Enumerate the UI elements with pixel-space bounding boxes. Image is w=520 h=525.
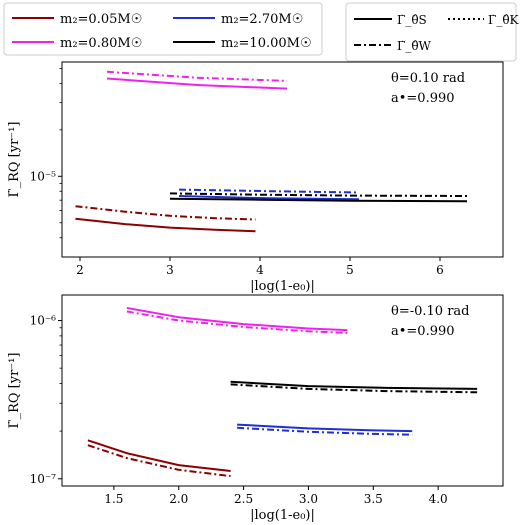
series-line xyxy=(106,77,288,90)
series-line xyxy=(237,426,413,436)
x-tick-label: 3.5 xyxy=(364,492,383,506)
series-line xyxy=(230,383,478,394)
series-line xyxy=(169,197,468,203)
legend-style-label-dashdot: Γ̇_θ̂W xyxy=(397,39,432,53)
y-axis-label: Γ̇_RQ [yr⁻¹] xyxy=(7,122,22,198)
legend-mass-label-2: m₂=0.80M☉ xyxy=(60,36,142,51)
series-line xyxy=(237,423,413,433)
x-tick-label: 3.0 xyxy=(299,492,318,506)
series-line xyxy=(178,188,360,194)
x-tick-label: 4 xyxy=(256,263,264,277)
chart-panel-top: 2 3 4 5 6 10⁻⁵ |log(1-e₀)| Γ̇_RQ [yr⁻¹] θ=0.10 r… xyxy=(7,61,504,294)
y-tick-label: 10⁻⁷ xyxy=(30,472,57,486)
series-line xyxy=(126,310,348,334)
legend-mass-label-1: m₂=2.70M☉ xyxy=(221,12,303,27)
x-tick-label: 2.5 xyxy=(234,492,253,506)
y-tick-label: 10⁻⁵ xyxy=(30,169,57,183)
legend-styles-frame xyxy=(345,2,517,62)
y-axis-label: Γ̇_RQ [yr⁻¹] xyxy=(7,353,22,429)
annotation-text: θ=0.10 rad xyxy=(391,71,465,86)
annotation-text: a•=0.990 xyxy=(391,91,455,106)
x-tick-label: 2.0 xyxy=(169,492,188,506)
x-tick-label: 3 xyxy=(166,263,174,277)
chart-panel-bottom: 1.5 2.0 2.5 3.0 3.5 4.0 10⁻⁷ 10⁻⁶ |log(1-e₀)| Γ̇_… xyxy=(7,294,504,523)
legend-style-label-dotted: Γ̇_θ̂K xyxy=(488,13,520,27)
x-tick-label: 2 xyxy=(76,263,84,277)
x-axis-label: |log(1-e₀)| xyxy=(250,508,315,523)
legend-styles: Γ̇_θ̂S Γ̇_θ̂K Γ̇_θ̂W xyxy=(345,2,520,62)
y-tick-label: 10⁻⁶ xyxy=(30,314,57,328)
x-tick-label: 6 xyxy=(436,263,444,277)
series-line xyxy=(230,380,478,390)
x-tick-label: 4.0 xyxy=(429,492,448,506)
legend-mass-label-3: m₂=10.00M☉ xyxy=(221,36,312,51)
annotation-text: θ=-0.10 rad xyxy=(391,304,469,319)
legend-style-label-solid: Γ̇_θ̂S xyxy=(397,13,427,27)
series-line xyxy=(75,205,256,221)
legend-masses-frame xyxy=(3,2,323,56)
series-line xyxy=(87,444,231,478)
x-tick-label: 5 xyxy=(346,263,354,277)
plot-area xyxy=(61,61,504,258)
series-line xyxy=(106,70,288,82)
series-line xyxy=(169,192,468,197)
series-line xyxy=(75,217,256,233)
legend-mass-label-0: m₂=0.05M☉ xyxy=(60,12,142,27)
annotation-text: a•=0.990 xyxy=(391,324,455,339)
series-line xyxy=(126,307,348,332)
series-line xyxy=(178,195,360,201)
x-axis-label: |log(1-e₀)| xyxy=(250,279,315,294)
legend-masses: m₂=0.05M☉ m₂=2.70M☉ m₂=0.80M☉ m₂=10.00M☉ xyxy=(3,2,323,56)
series-line xyxy=(87,439,231,472)
x-tick-label: 1.5 xyxy=(104,492,123,506)
